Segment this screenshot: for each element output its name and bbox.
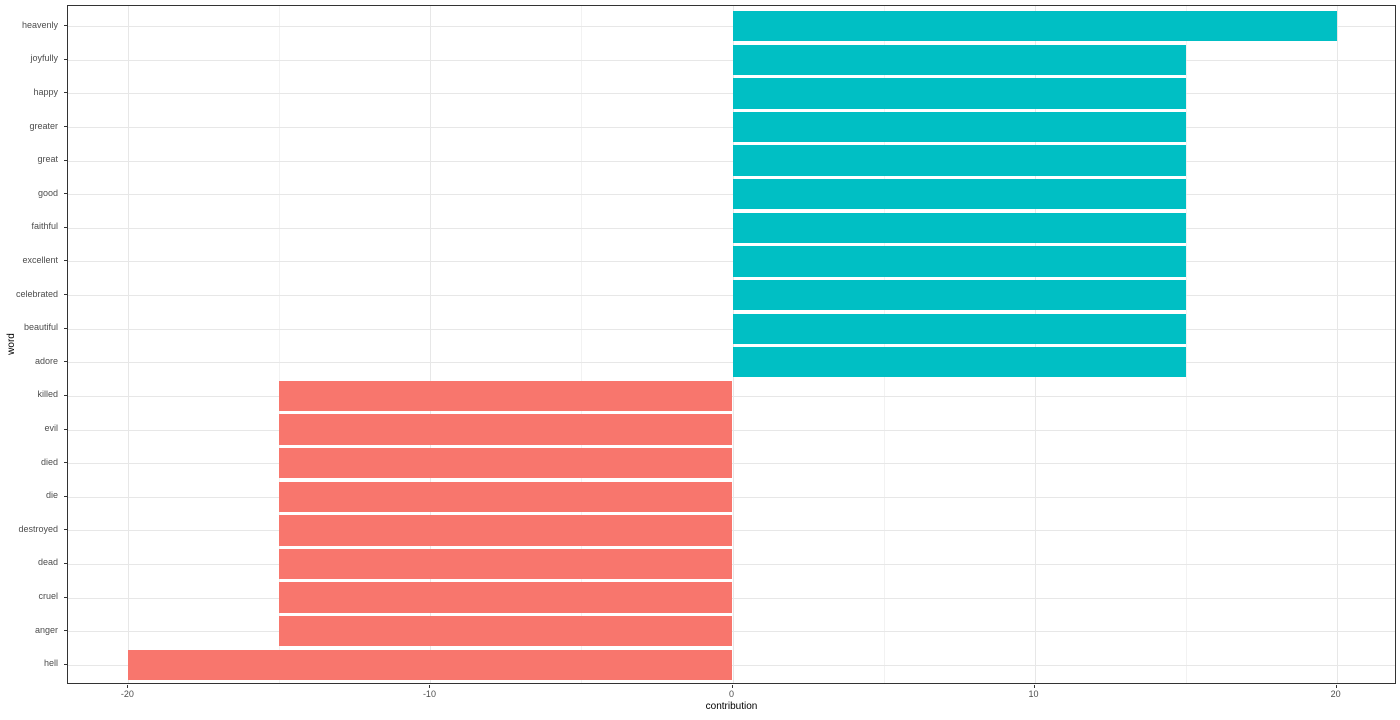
bar-anger (279, 616, 733, 647)
y-tick-label-good: good (37, 187, 58, 198)
bar-die (279, 481, 733, 512)
y-tick-label-died: died (40, 456, 58, 467)
bar-greater (732, 111, 1186, 143)
y-tick-label-heavenly: heavenly (21, 19, 58, 30)
major-gridline-x-10 (1034, 6, 1036, 683)
x-tick-10 (1033, 685, 1035, 688)
bar-cruel (279, 582, 733, 613)
major-gridline-y-good (68, 194, 1395, 196)
y-tick-anger (64, 630, 67, 632)
bar-good (732, 179, 1186, 210)
major-gridline-y-faithful (68, 227, 1395, 229)
major-gridline-x--10 (430, 6, 432, 683)
y-tick-happy (64, 92, 67, 94)
y-tick-killed (64, 394, 67, 396)
y-tick-label-hell: hell (43, 658, 58, 669)
bar-beautiful (732, 313, 1186, 344)
plot-panel (67, 5, 1396, 684)
y-tick-died (64, 462, 67, 464)
y-tick-beautiful (64, 327, 67, 329)
bar-killed (279, 380, 733, 412)
major-gridline-y-adore (68, 362, 1395, 364)
y-tick-great (64, 159, 67, 161)
y-tick-cruel (64, 596, 67, 598)
major-gridline-x-0 (732, 6, 734, 683)
major-gridline-y-great (68, 160, 1395, 162)
major-gridline-y-celebrated (68, 295, 1395, 297)
bar-joyfully (732, 44, 1186, 75)
x-tick-0 (731, 685, 733, 688)
bar-destroyed (279, 515, 733, 546)
x-tick--10 (429, 685, 431, 688)
x-tick--20 (127, 685, 129, 688)
minor-gridline-x--5 (581, 6, 583, 683)
y-tick-good (64, 193, 67, 195)
bar-heavenly (732, 11, 1337, 42)
y-tick-faithful (64, 226, 67, 228)
major-gridline-y-greater (68, 127, 1395, 128)
major-gridline-y-heavenly (68, 26, 1395, 28)
minor-gridline-x-15 (1185, 6, 1187, 683)
y-tick-label-faithful: faithful (31, 221, 58, 232)
y-tick-heavenly (64, 25, 67, 27)
bar-adore (732, 347, 1186, 378)
y-tick-celebrated (64, 294, 67, 296)
x-tick-20 (1335, 685, 1337, 688)
y-tick-joyfully (64, 58, 67, 60)
bar-evil (279, 414, 733, 445)
bar-died (279, 448, 733, 479)
y-tick-greater (64, 126, 67, 127)
y-tick-label-anger: anger (34, 624, 58, 635)
bar-excellent (732, 246, 1186, 277)
y-tick-label-joyfully: joyfully (30, 53, 58, 64)
y-tick-dead (64, 562, 67, 564)
y-tick-label-beautiful: beautiful (23, 322, 58, 333)
y-tick-label-great: great (37, 154, 58, 165)
x-tick-label--20: -20 (120, 689, 134, 699)
bar-dead (279, 548, 733, 580)
y-tick-excellent (64, 260, 67, 262)
y-tick-evil (64, 428, 67, 430)
y-tick-label-happy: happy (33, 86, 58, 97)
y-tick-label-celebrated: celebrated (15, 288, 58, 299)
major-gridline-y-joyfully (68, 59, 1395, 61)
x-tick-label-20: 20 (1330, 689, 1341, 699)
y-tick-label-destroyed: destroyed (18, 523, 58, 534)
x-tick-label-0: 0 (728, 689, 734, 699)
major-gridline-x--20 (128, 6, 130, 683)
x-tick-label--10: -10 (422, 689, 436, 699)
y-tick-destroyed (64, 529, 67, 531)
minor-gridline-x--15 (279, 6, 281, 683)
bar-celebrated (732, 279, 1186, 311)
x-axis-title: contribution (705, 701, 758, 712)
major-gridline-y-beautiful (68, 328, 1395, 330)
y-tick-label-killed: killed (37, 389, 58, 400)
y-axis-title: word (6, 333, 17, 355)
y-tick-label-evil: evil (44, 423, 58, 434)
x-tick-label-10: 10 (1028, 689, 1039, 699)
bar-faithful (732, 212, 1186, 243)
minor-gridline-x-5 (883, 6, 885, 683)
y-tick-adore (64, 361, 67, 363)
y-tick-label-adore: adore (34, 355, 58, 366)
y-tick-die (64, 495, 67, 497)
y-tick-label-cruel: cruel (38, 591, 58, 602)
major-gridline-x-20 (1336, 6, 1338, 683)
bar-great (732, 145, 1186, 176)
bar-happy (732, 78, 1186, 109)
major-gridline-y-happy (68, 93, 1395, 95)
y-tick-hell (64, 663, 67, 665)
y-tick-label-dead: dead (37, 557, 58, 568)
bar-hell (128, 649, 733, 680)
y-tick-label-excellent: excellent (22, 254, 58, 265)
y-tick-label-greater: greater (29, 120, 58, 131)
major-gridline-y-excellent (68, 261, 1395, 263)
y-tick-label-die: die (45, 490, 58, 501)
